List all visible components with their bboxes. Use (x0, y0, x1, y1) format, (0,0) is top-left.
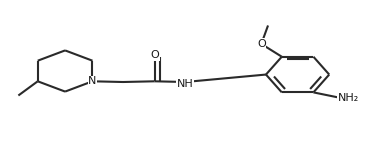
Text: O: O (150, 50, 159, 60)
Text: O: O (257, 39, 266, 49)
Text: NH₂: NH₂ (337, 93, 359, 103)
Text: N: N (88, 76, 97, 86)
Text: NH: NH (177, 79, 193, 89)
